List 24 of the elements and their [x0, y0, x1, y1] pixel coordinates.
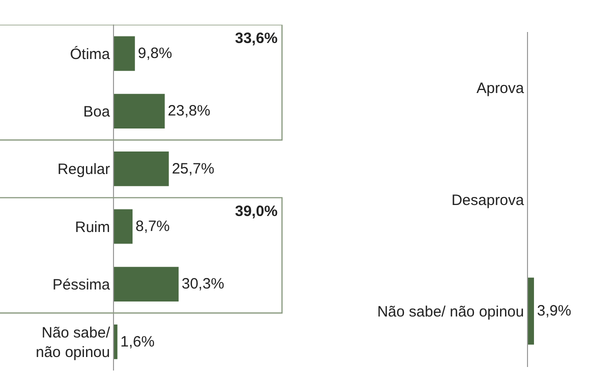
y-tick-label: Péssima [52, 276, 111, 294]
data-label: 23,8% [168, 102, 210, 120]
y-tick-label: Desaprova [451, 192, 525, 209]
data-label: 8,7% [136, 218, 170, 236]
y-tick-label: Aprova [476, 80, 525, 98]
bar [114, 324, 118, 360]
bar [114, 36, 135, 71]
y-tick-label: Regular [57, 161, 110, 178]
y-tick-label: Ótima [70, 44, 111, 63]
data-label: 3,9% [536, 302, 572, 320]
text: 39,0% [235, 203, 278, 220]
y-tick-label: Não sabe/ não opinou [377, 303, 524, 320]
data-label: 30,3% [182, 276, 224, 293]
y-tick-label: Não sabe/ não opinou [36, 324, 111, 361]
y-tick-label: Ruim [74, 218, 110, 236]
text: 33,6% [235, 30, 278, 47]
y-tick-label: Boa [83, 103, 111, 120]
data-label: 1,6% [120, 333, 155, 350]
data-label: 25,7% [172, 160, 214, 178]
bar [114, 209, 133, 244]
bar [114, 152, 169, 186]
data-label: 9,8% [138, 45, 172, 62]
bar [114, 266, 179, 302]
bar [114, 94, 165, 128]
